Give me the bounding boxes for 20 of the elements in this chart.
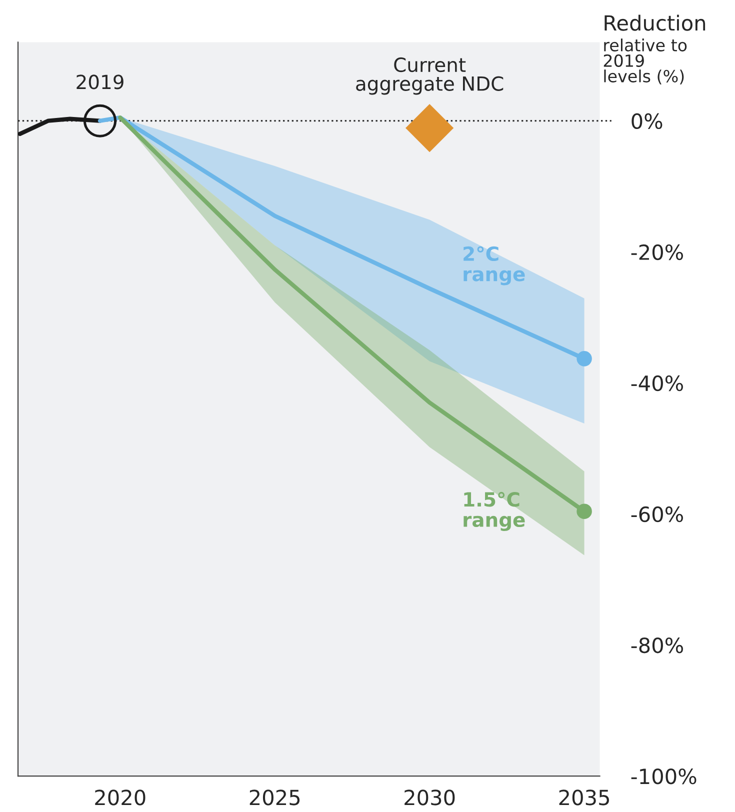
x-tick-label: 2030 [404,790,455,806]
y-tick-label: -80% [631,637,683,654]
y-tick-label: -60% [631,506,683,522]
y-tick-label: -40% [631,375,683,392]
x-tick-label: 2020 [95,790,146,806]
y-tick-label: -20% [631,244,683,260]
x-tick-label: 2035 [559,790,609,806]
y-tick-label: -100% [631,768,696,784]
x-tick-label: 2025 [250,790,300,806]
point [406,104,454,152]
y-axis-title: Reduction [604,14,706,31]
series-label: 1.5°C range [464,492,525,531]
series-label: 2°C range [464,246,525,286]
point [576,351,592,366]
point [83,104,117,138]
text: relative to 2019 levels (%) [604,38,687,84]
annotation: 2019 [76,74,124,90]
annotation: Current aggregate NDC [356,57,504,95]
y-tick-label: 0% [632,113,662,130]
point [576,504,592,519]
